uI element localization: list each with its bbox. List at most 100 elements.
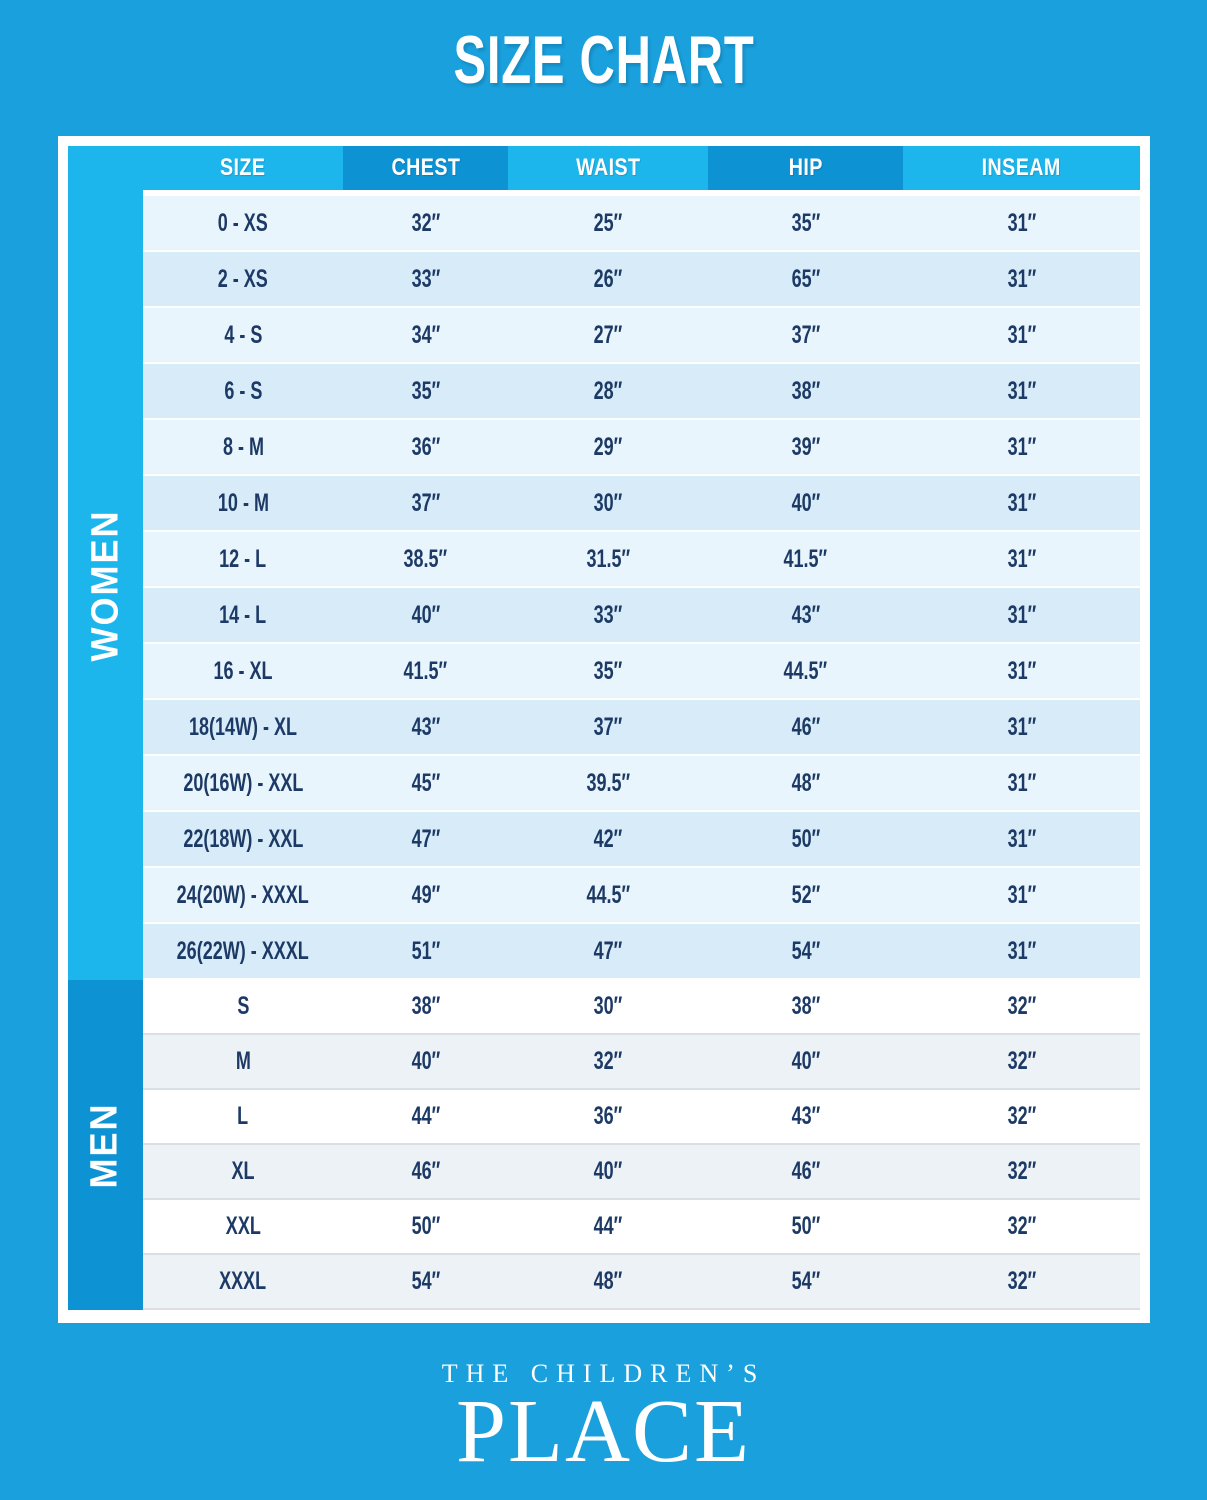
inseam-cell: 32″ — [1007, 1157, 1036, 1185]
waist-cell: 44.5″ — [586, 880, 630, 909]
chest-cell: 35″ — [411, 376, 440, 405]
row-size-cell: 0 - XS — [217, 208, 269, 237]
chest-cell: 37″ — [411, 488, 440, 517]
row-size-cell: 10 - M — [217, 488, 269, 517]
inseam-cell: 31″ — [1007, 768, 1036, 797]
table-row: 14 - L 40″ 33″ 43″ 31″ — [143, 588, 1140, 644]
hip-cell: 48″ — [791, 768, 820, 797]
inseam-cell: 31″ — [1007, 208, 1036, 237]
row-size-cell: L — [237, 1102, 249, 1130]
row-size-cell: 20(16W) - XXL — [182, 768, 304, 797]
brand-name-bottom: PLACE — [455, 1381, 752, 1481]
table-row: 16 - XL 41.5″ 35″ 44.5″ 31″ — [143, 644, 1140, 700]
waist-cell: 36″ — [593, 1102, 623, 1130]
inseam-cell: 31″ — [1007, 544, 1036, 573]
hip-cell: 46″ — [791, 712, 820, 741]
table-header-row: SIZE CHEST WAIST HIP INSEAM — [68, 146, 1140, 190]
column-header-inseam-label: INSEAM — [981, 154, 1062, 181]
size-table-inner: SIZE CHEST WAIST HIP INSEAM WOMEN — [68, 146, 1140, 1313]
chest-cell: 44″ — [411, 1102, 440, 1130]
table-row: XXL 50″ 44″ 50″ 32″ — [143, 1200, 1140, 1255]
column-header-size: SIZE — [143, 146, 343, 190]
waist-cell: 35″ — [593, 656, 623, 685]
hip-cell: 43″ — [791, 600, 820, 629]
column-header-waist-label: WAIST — [575, 154, 641, 181]
chest-cell: 33″ — [411, 264, 440, 293]
row-size-cell: 12 - L — [219, 544, 267, 573]
page-title: SIZE CHART — [453, 22, 754, 98]
waist-cell: 37″ — [593, 712, 623, 741]
chest-cell: 46″ — [411, 1157, 440, 1185]
inseam-cell: 31″ — [1007, 432, 1036, 461]
table-row: XXXL 54″ 48″ 54″ 32″ — [143, 1255, 1140, 1310]
waist-cell: 42″ — [593, 824, 623, 853]
men-section-label: MEN — [84, 1102, 127, 1188]
inseam-cell: 31″ — [1007, 600, 1036, 629]
chest-cell: 54″ — [411, 1267, 440, 1295]
table-row: 20(16W) - XXL 45″ 39.5″ 48″ 31″ — [143, 756, 1140, 812]
table-row: 12 - L 38.5″ 31.5″ 41.5″ 31″ — [143, 532, 1140, 588]
inseam-cell: 31″ — [1007, 656, 1036, 685]
row-size-cell: 18(14W) - XL — [188, 712, 298, 741]
row-size-cell: 8 - M — [222, 432, 264, 461]
table-row: 22(18W) - XXL 47″ 42″ 50″ 31″ — [143, 812, 1140, 868]
chest-cell: 43″ — [411, 712, 440, 741]
inseam-cell: 31″ — [1007, 488, 1036, 517]
row-size-cell: 24(20W) - XXXL — [176, 880, 310, 909]
hip-cell: 40″ — [791, 488, 820, 517]
waist-cell: 28″ — [593, 376, 623, 405]
waist-cell: 32″ — [593, 1047, 623, 1075]
row-size-cell: S — [236, 992, 250, 1020]
chest-cell: 38.5″ — [403, 544, 448, 573]
table-row: 0 - XS 32″ 25″ 35″ 31″ — [143, 196, 1140, 252]
chest-cell: 40″ — [411, 1047, 440, 1075]
row-size-cell: 2 - XS — [217, 264, 269, 293]
hip-cell: 43″ — [791, 1102, 820, 1130]
inseam-cell: 31″ — [1007, 824, 1036, 853]
hip-cell: 46″ — [791, 1157, 820, 1185]
hip-cell: 50″ — [791, 1212, 820, 1240]
inseam-cell: 31″ — [1007, 936, 1036, 965]
row-size-cell: 4 - S — [223, 320, 262, 349]
table-row: 10 - M 37″ 30″ 40″ 31″ — [143, 476, 1140, 532]
inseam-cell: 32″ — [1007, 992, 1036, 1020]
waist-cell: 27″ — [593, 320, 623, 349]
brand-name-top: THE CHILDREN’S — [441, 1359, 766, 1388]
chest-cell: 49″ — [411, 880, 440, 909]
inseam-cell: 32″ — [1007, 1267, 1036, 1295]
inseam-cell: 31″ — [1007, 712, 1036, 741]
waist-cell: 33″ — [593, 600, 623, 629]
row-size-cell: 26(22W) - XXXL — [176, 936, 310, 965]
waist-cell: 29″ — [593, 432, 623, 461]
table-row: 26(22W) - XXXL 51″ 47″ 54″ 31″ — [143, 924, 1140, 980]
table-row: 24(20W) - XXXL 49″ 44.5″ 52″ 31″ — [143, 868, 1140, 924]
waist-cell: 47″ — [593, 936, 623, 965]
waist-cell: 40″ — [593, 1157, 623, 1185]
header-corner — [68, 146, 143, 190]
hip-cell: 54″ — [791, 1267, 820, 1295]
hip-cell: 41.5″ — [783, 544, 828, 573]
chest-cell: 41.5″ — [403, 656, 448, 685]
chest-cell: 32″ — [411, 208, 440, 237]
hip-cell: 35″ — [791, 208, 820, 237]
hip-cell: 52″ — [791, 880, 820, 909]
chest-cell: 47″ — [411, 824, 440, 853]
inseam-cell: 32″ — [1007, 1102, 1036, 1130]
hip-cell: 38″ — [791, 992, 820, 1020]
women-section-bar: WOMEN — [68, 190, 143, 980]
column-header-inseam: INSEAM — [903, 146, 1140, 190]
hip-cell: 65″ — [791, 264, 820, 293]
column-header-hip-label: HIP — [788, 154, 823, 181]
hip-cell: 40″ — [791, 1047, 820, 1075]
column-header-waist: WAIST — [508, 146, 708, 190]
chest-cell: 38″ — [411, 992, 440, 1020]
inseam-cell: 32″ — [1007, 1212, 1036, 1240]
row-size-cell: XXXL — [219, 1267, 267, 1295]
waist-cell: 31.5″ — [586, 544, 630, 573]
waist-cell: 44″ — [593, 1212, 623, 1240]
table-rows: 0 - XS 32″ 25″ 35″ 31″ 2 - XS 33″ 26″ 65… — [143, 196, 1140, 1310]
hip-cell: 38″ — [791, 376, 820, 405]
waist-cell: 48″ — [593, 1267, 623, 1295]
men-section-bar: MEN — [68, 980, 143, 1310]
